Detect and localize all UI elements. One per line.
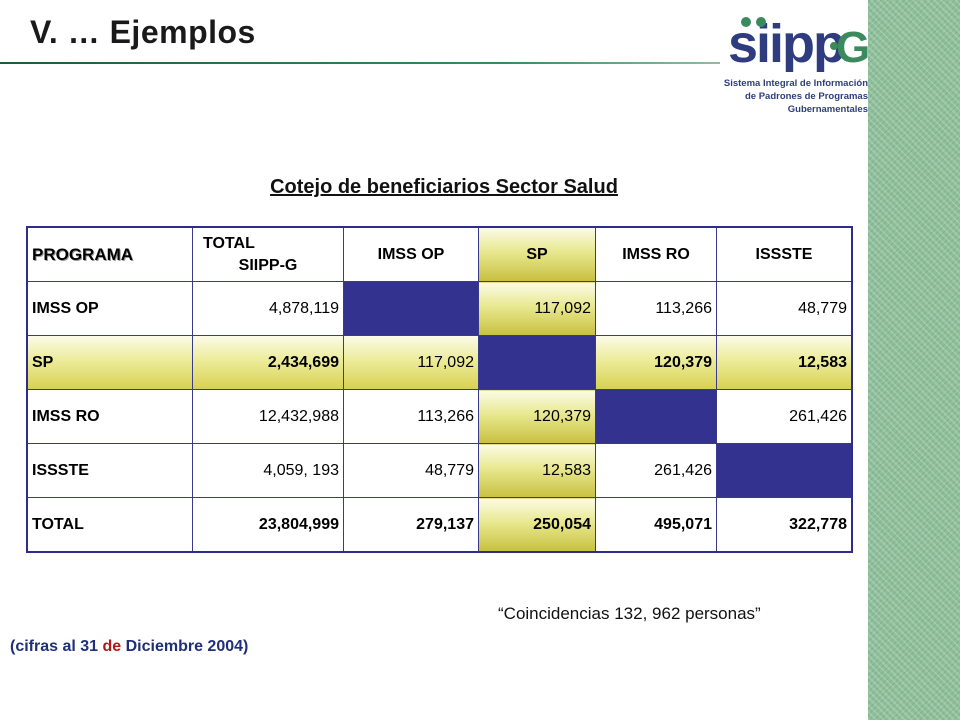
cell-issste: 322,778	[716, 497, 853, 553]
cell-total: 23,804,999	[192, 497, 344, 553]
cell-imss-ro: 120,379	[595, 335, 717, 390]
date-note: (cifras al 31 de Diciembre 2004)	[10, 638, 248, 656]
cell-sp: 250,054	[478, 497, 596, 553]
header-total: TOTAL SIIPP-G	[192, 226, 344, 282]
cell-imss-op: 279,137	[343, 497, 479, 553]
cell-imss-ro: 495,071	[595, 497, 717, 553]
header-imss-op: IMSS OP	[343, 226, 479, 282]
cell-sp: 12,583	[478, 443, 596, 498]
header-programa: PROGRAMA	[26, 226, 193, 282]
date-note-part3: Diciembre 2004)	[121, 638, 249, 655]
header-sp: SP	[478, 226, 596, 282]
table-row: ISSSTE 4,059, 193 48,779 12,583 261,426	[26, 443, 853, 498]
siippg-logo-icon: siipp G	[728, 14, 868, 72]
cell-blank	[595, 389, 717, 444]
logo-text-line1: Sistema Integral de Información	[723, 78, 868, 89]
cell-blank	[478, 335, 596, 390]
cell-total: 12,432,988	[192, 389, 344, 444]
date-note-part2: de	[102, 638, 122, 655]
cell-total: 4,878,119	[192, 281, 344, 336]
beneficiaries-table: PROGRAMA TOTAL SIIPP-G IMSS OP SP IMSS R…	[26, 226, 853, 553]
cell-imss-ro: 113,266	[595, 281, 717, 336]
slide-title: V. … Ejemplos	[30, 14, 256, 50]
cell-total: 2,434,699	[192, 335, 344, 390]
svg-text:G: G	[836, 23, 868, 72]
table-row: IMSS OP 4,878,119 117,092 113,266 48,779	[26, 281, 853, 336]
logo-text-line2: de Padrones de Programas	[744, 91, 868, 102]
cell-imss-ro: 261,426	[595, 443, 717, 498]
header-total-line1: TOTAL	[203, 234, 255, 252]
table-row: IMSS RO 12,432,988 113,266 120,379 261,4…	[26, 389, 853, 444]
cell-total: 4,059, 193	[192, 443, 344, 498]
row-label: IMSS RO	[26, 389, 193, 444]
cell-issste: 48,779	[716, 281, 853, 336]
coincidences-quote: “Coincidencias 132, 962 personas”	[498, 604, 761, 623]
table-heading: Cotejo de beneficiarios Sector Salud	[270, 176, 618, 198]
cell-sp: 117,092	[478, 281, 596, 336]
logo-text-line3: Gubernamentales	[787, 104, 868, 115]
cell-imss-op: 113,266	[343, 389, 479, 444]
header-issste: ISSSTE	[716, 226, 853, 282]
cell-sp: 120,379	[478, 389, 596, 444]
cell-issste: 261,426	[716, 389, 853, 444]
cell-issste: 12,583	[716, 335, 853, 390]
title-divider	[0, 62, 720, 64]
siippg-logo: siipp G Sistema Integral de Información …	[724, 12, 868, 122]
cell-blank	[716, 443, 853, 498]
decorative-side-stripe	[868, 0, 960, 720]
row-label: IMSS OP	[26, 281, 193, 336]
table-row: SP 2,434,699 117,092 120,379 12,583	[26, 335, 853, 390]
cell-blank	[343, 281, 479, 336]
header-total-line2: SIIPP-G	[238, 256, 298, 274]
table-total-row: TOTAL 23,804,999 279,137 250,054 495,071…	[26, 497, 853, 553]
table-header-row: PROGRAMA TOTAL SIIPP-G IMSS OP SP IMSS R…	[26, 226, 853, 282]
header-imss-ro: IMSS RO	[595, 226, 717, 282]
cell-imss-op: 117,092	[343, 335, 479, 390]
row-label: ISSSTE	[26, 443, 193, 498]
row-label: TOTAL	[26, 497, 193, 553]
row-label: SP	[26, 335, 193, 390]
cell-imss-op: 48,779	[343, 443, 479, 498]
date-note-part1: (cifras al 31	[10, 638, 103, 655]
